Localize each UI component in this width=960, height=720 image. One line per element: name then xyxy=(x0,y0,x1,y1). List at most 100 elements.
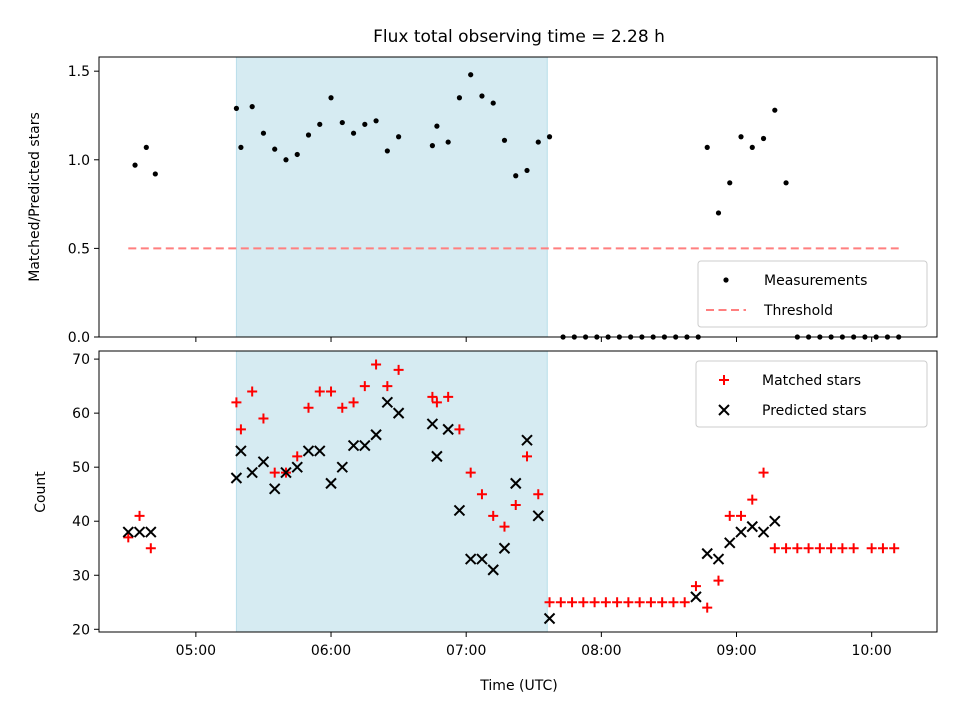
predicted-star-point xyxy=(392,407,405,419)
top-y-tick-label: 1.0 xyxy=(68,153,90,169)
measurement-point xyxy=(272,146,278,152)
measurement-point xyxy=(362,121,368,127)
matched-star-point xyxy=(866,543,877,554)
matched-star-point xyxy=(814,543,825,554)
legend-marker-plus xyxy=(719,375,729,385)
matched-star-point xyxy=(736,510,747,521)
matched-star-point xyxy=(837,543,848,554)
matched-star-point xyxy=(578,597,589,608)
predicted-star-point xyxy=(724,537,736,549)
predicted-star-point xyxy=(521,434,533,446)
bottom-legend: Matched stars Predicted stars xyxy=(695,360,928,428)
predicted-star-point xyxy=(235,445,247,457)
predicted-star-point xyxy=(336,461,348,473)
matched-star-point xyxy=(679,597,690,608)
matched-star-point xyxy=(769,543,780,554)
measurement-point xyxy=(238,144,244,150)
measurement-point xyxy=(783,180,789,186)
matched-star-point xyxy=(690,581,701,592)
chart-title: Flux total observing time = 2.28 h xyxy=(373,27,665,47)
matched-star-point xyxy=(747,494,758,505)
predicted-star-point xyxy=(145,526,157,538)
measurement-point xyxy=(456,95,463,101)
measurement-point xyxy=(396,134,402,140)
x-axis-label: Time (UTC) xyxy=(479,678,557,694)
matched-star-point xyxy=(258,413,269,424)
measurement-point xyxy=(249,104,255,110)
matched-star-point xyxy=(427,391,438,402)
x-tick-label: 06:00 xyxy=(311,643,351,659)
predicted-star-point xyxy=(498,542,511,554)
matched-star-point xyxy=(454,424,465,435)
matched-star-point xyxy=(877,543,888,554)
measurement-point xyxy=(373,118,379,124)
measurement-point xyxy=(704,144,710,150)
measurement-point xyxy=(233,105,240,111)
predicted-star-point xyxy=(325,477,337,490)
predicted-star-point xyxy=(280,466,292,479)
predicted-star-point xyxy=(359,439,371,452)
matched-star-point xyxy=(292,451,303,462)
matched-star-point xyxy=(247,386,258,397)
measurement-point xyxy=(715,210,722,216)
matched-star-point xyxy=(792,543,803,554)
predicted-star-point xyxy=(746,520,758,533)
legend-label: Matched stars xyxy=(762,373,861,389)
matched-star-point xyxy=(522,451,533,462)
matched-star-point xyxy=(889,543,900,554)
measurement-point xyxy=(339,119,345,126)
matched-star-point xyxy=(488,510,499,521)
legend-label: Predicted stars xyxy=(762,403,867,419)
matched-star-point xyxy=(303,402,314,413)
predicted-star-point xyxy=(543,612,556,625)
matched-star-point xyxy=(600,597,611,608)
predicted-star-point xyxy=(701,547,713,560)
measurement-point xyxy=(434,123,440,129)
bottom-y-axis-label: Count xyxy=(33,471,49,513)
measurement-point xyxy=(132,162,138,168)
top-y-axis-label: Matched/Predicted stars xyxy=(27,112,43,282)
predicted-star-point xyxy=(510,477,522,490)
predicted-star-point xyxy=(269,483,281,495)
bottom-series-predicted-stars xyxy=(122,396,781,625)
predicted-star-point xyxy=(426,418,439,430)
matched-star-point xyxy=(533,489,544,500)
matched-star-point xyxy=(781,543,792,554)
measurement-point xyxy=(468,72,474,78)
matched-star-point xyxy=(314,386,325,397)
predicted-star-point xyxy=(133,526,146,538)
measurement-point xyxy=(384,148,390,154)
measurement-point xyxy=(479,93,485,99)
predicted-star-point xyxy=(769,515,781,527)
matched-star-point xyxy=(393,364,404,375)
matched-star-point xyxy=(826,543,837,554)
matched-star-point xyxy=(567,597,578,608)
matched-star-point xyxy=(348,397,359,408)
predicted-star-point xyxy=(476,553,488,565)
predicted-star-point xyxy=(690,591,702,603)
measurement-point xyxy=(738,134,744,140)
matched-star-point xyxy=(510,500,521,511)
predicted-star-point xyxy=(431,450,443,463)
matched-star-point xyxy=(848,543,859,554)
matched-star-point xyxy=(612,597,623,608)
matched-star-point xyxy=(476,489,487,500)
legend-box xyxy=(697,260,928,328)
top-y-tick-label: 0.5 xyxy=(68,241,90,257)
matched-star-point xyxy=(123,532,134,543)
predicted-star-point xyxy=(757,526,770,538)
measurement-point xyxy=(283,157,289,163)
measurement-point xyxy=(513,173,519,179)
measurement-point xyxy=(429,143,435,149)
x-tick-label: 05:00 xyxy=(176,643,216,659)
matched-star-point xyxy=(668,597,679,608)
measurement-point xyxy=(490,100,496,106)
matched-star-point xyxy=(499,521,510,532)
matched-star-point xyxy=(544,597,555,608)
bottom-y-tick-label: 20 xyxy=(72,622,90,638)
measurement-point xyxy=(772,107,778,113)
matched-star-point xyxy=(337,402,348,413)
matched-star-point xyxy=(465,467,476,478)
predicted-star-point xyxy=(246,466,258,479)
